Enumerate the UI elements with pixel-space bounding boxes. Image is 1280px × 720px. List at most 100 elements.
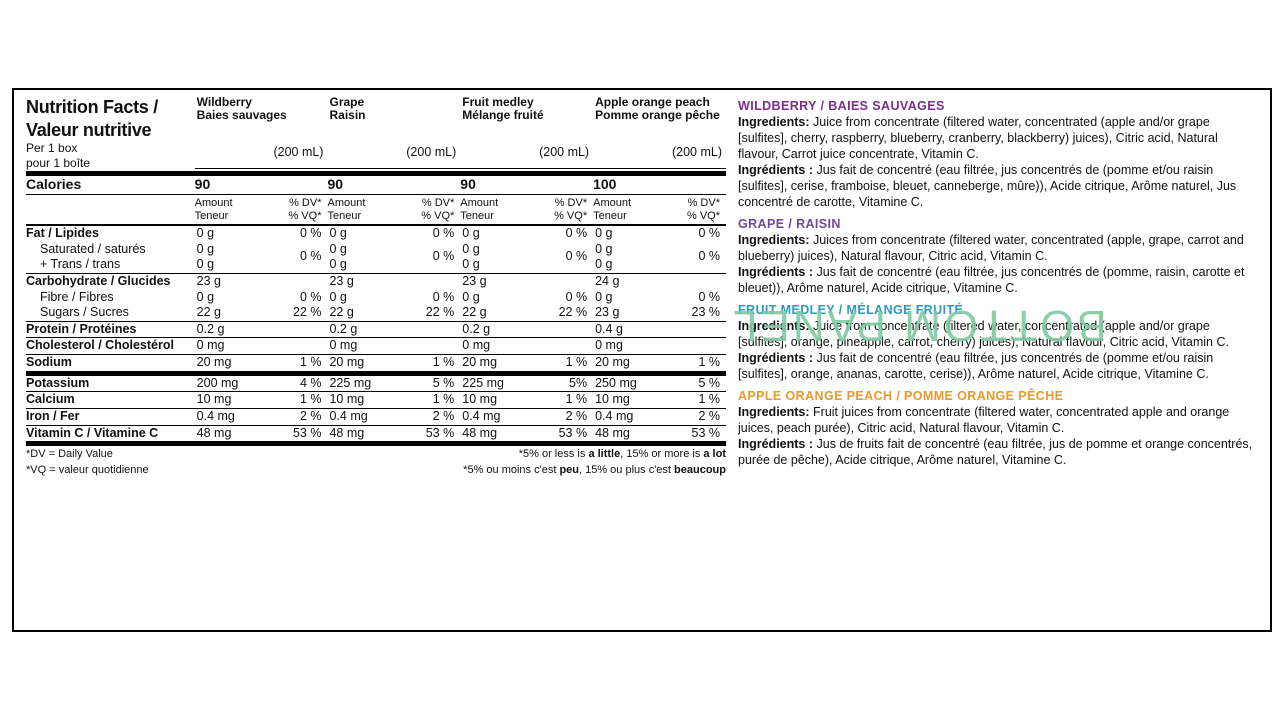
nutrient-amount: 0.2 g: [327, 321, 409, 338]
nutrient-amount: 0.4 g: [593, 321, 675, 338]
nutrient-amount: 48 mg: [327, 425, 409, 444]
nutrient-dv: [277, 321, 328, 338]
nutrient-dv: 5%: [543, 373, 594, 392]
nutrient-dv: 5 %: [675, 373, 726, 392]
calories-value: 90: [195, 174, 328, 195]
nutrient-amount: 250 mg: [593, 373, 675, 392]
nutrient-dv: [543, 321, 594, 338]
nutrient-label: Vitamin C / Vitamine C: [26, 425, 195, 444]
calories-value: 100: [593, 174, 726, 195]
ingredient-title: GRAPE / RAISIN: [738, 216, 1258, 232]
nutrient-amount: 10 mg: [460, 392, 542, 409]
ingredient-en: Ingredients: Fruit juices from concentra…: [738, 404, 1258, 436]
nutrient-dv: 0 %: [675, 242, 726, 274]
nutrient-dv: 1 %: [277, 355, 328, 374]
nutrient-amount: 23 g: [460, 273, 542, 289]
nutrient-amount: 0 g: [327, 242, 409, 258]
nutrient-dv: 2 %: [543, 408, 594, 425]
nutrient-dv: 22 %: [543, 305, 594, 321]
nutrient-amount: 0 g: [327, 290, 409, 306]
nutrient-dv: 0 %: [543, 242, 594, 274]
nutrient-label: Fat / Lipides: [26, 225, 195, 242]
nutrient-amount: 0 g: [460, 242, 542, 258]
footnote: *5% ou moins c'est peu, 15% ou plus c'es…: [327, 462, 726, 478]
nutrient-label: Cholesterol / Cholestérol: [26, 338, 195, 355]
nutrient-amount: 23 g: [195, 273, 277, 289]
ingredients-column: WILDBERRY / BAIES SAUVAGESIngredients: J…: [734, 90, 1270, 630]
nf-title: Nutrition Facts / Valeur nutritive: [26, 96, 195, 141]
nutrient-dv: 1 %: [410, 392, 461, 409]
nutrient-dv: 22 %: [410, 305, 461, 321]
nutrient-dv: [277, 273, 328, 289]
product-header: GrapeRaisin: [327, 96, 460, 139]
nutrient-dv: 2 %: [410, 408, 461, 425]
nutrient-amount: 0 g: [460, 257, 542, 273]
nutrient-amount: 0 g: [460, 225, 542, 242]
nutrient-amount: 0 mg: [460, 338, 542, 355]
nutrient-amount: 0 g: [460, 290, 542, 306]
nutrient-amount: 24 g: [593, 273, 675, 289]
nutrient-amount: 0.4 mg: [195, 408, 277, 425]
product-header: Fruit medleyMélange fruité: [460, 96, 593, 139]
product-volume: (200 mL): [195, 139, 328, 169]
nutrient-amount: 48 mg: [460, 425, 542, 444]
nutrient-amount: 10 mg: [195, 392, 277, 409]
nutrient-amount: 48 mg: [593, 425, 675, 444]
ingredient-title: WILDBERRY / BAIES SAUVAGES: [738, 98, 1258, 114]
ingredient-fr: Ingrédients : Jus fait de concentré (eau…: [738, 162, 1258, 210]
nutrient-amount: 0 g: [593, 242, 675, 258]
nutrient-dv: 2 %: [277, 408, 328, 425]
nutrition-panel: Nutrition Facts / Valeur nutritivePer 1 …: [12, 88, 1272, 632]
nutrient-amount: 20 mg: [195, 355, 277, 374]
nutrient-label: Sugars / Sucres: [26, 305, 195, 321]
nutrient-amount: 0 g: [593, 290, 675, 306]
nutrient-amount: 225 mg: [460, 373, 542, 392]
nutrient-label: Protein / Protéines: [26, 321, 195, 338]
nutrient-amount: 22 g: [195, 305, 277, 321]
nutrient-amount: 225 mg: [327, 373, 409, 392]
nutrient-dv: 0 %: [410, 225, 461, 242]
nutrient-dv: 22 %: [277, 305, 328, 321]
nutrient-dv: [410, 321, 461, 338]
nutrient-dv: [543, 273, 594, 289]
nutrient-dv: 0 %: [277, 242, 328, 274]
nutrient-label: Iron / Fer: [26, 408, 195, 425]
nutrient-dv: 5 %: [410, 373, 461, 392]
nutrient-dv: 1 %: [277, 392, 328, 409]
nutrient-amount: 0 g: [195, 242, 277, 258]
nutrient-dv: 1 %: [543, 355, 594, 374]
product-volume: (200 mL): [460, 139, 593, 169]
ingredient-block: FRUIT MEDLEY / MÉLANGE FRUITÉIngredients…: [738, 302, 1258, 382]
nutrient-dv: 0 %: [675, 290, 726, 306]
nutrient-amount: 0.4 mg: [460, 408, 542, 425]
nutrient-label: Potassium: [26, 373, 195, 392]
nutrient-amount: 200 mg: [195, 373, 277, 392]
nutrient-amount: 20 mg: [460, 355, 542, 374]
ingredient-title: FRUIT MEDLEY / MÉLANGE FRUITÉ: [738, 302, 1258, 318]
nutrient-amount: 0 g: [195, 290, 277, 306]
footnote: *VQ = valeur quotidienne: [26, 462, 327, 478]
nutrient-dv: [410, 338, 461, 355]
nutrient-label: Saturated / saturés: [26, 242, 195, 258]
nutrient-dv: 0 %: [277, 225, 328, 242]
nutrient-amount: 0 mg: [327, 338, 409, 355]
nutrient-amount: 48 mg: [195, 425, 277, 444]
nutrient-amount: 0 g: [327, 225, 409, 242]
nutrient-amount: 20 mg: [327, 355, 409, 374]
nutrient-dv: 0 %: [410, 290, 461, 306]
ingredient-block: APPLE ORANGE PEACH / POMME ORANGE PÊCHEI…: [738, 388, 1258, 468]
nutrient-dv: 0 %: [543, 225, 594, 242]
footnote: *5% or less is a little, 15% or more is …: [327, 446, 726, 462]
nutrient-label: + Trans / trans: [26, 257, 195, 273]
ingredient-block: WILDBERRY / BAIES SAUVAGESIngredients: J…: [738, 98, 1258, 210]
nutrient-amount: 0.2 g: [195, 321, 277, 338]
nutrient-amount: 0 g: [593, 257, 675, 273]
nutrient-dv: [675, 273, 726, 289]
nutrient-dv: 2 %: [675, 408, 726, 425]
nutrient-dv: 1 %: [675, 392, 726, 409]
nutrition-facts: Nutrition Facts / Valeur nutritivePer 1 …: [14, 90, 734, 630]
ingredient-title: APPLE ORANGE PEACH / POMME ORANGE PÊCHE: [738, 388, 1258, 404]
nutrient-dv: 53 %: [543, 425, 594, 444]
nutrient-dv: 1 %: [543, 392, 594, 409]
calories-value: 90: [460, 174, 593, 195]
